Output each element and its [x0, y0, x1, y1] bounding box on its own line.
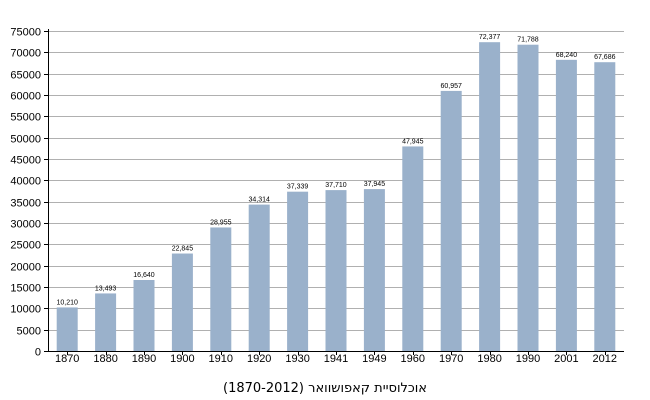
labels: 0 5000 10000 15000 20000 25000 30000 35000 40000…: [10, 27, 617, 366]
data-label: 22,845: [172, 246, 194, 253]
x-tick-label: 1960: [401, 353, 425, 365]
bar: [56, 307, 78, 351]
y-tick-label: 30000: [10, 219, 41, 231]
y-tick-label: 10000: [10, 304, 41, 316]
bar: [479, 42, 501, 351]
bar: [287, 191, 309, 351]
data-label: 47,945: [402, 138, 424, 145]
data-label: 60,957: [440, 83, 462, 90]
y-tick-label: 70000: [10, 48, 41, 60]
x-tick-label: 1980: [477, 353, 501, 365]
x-tick-label: 2012: [593, 353, 617, 365]
x-tick-label: 1941: [324, 353, 348, 365]
y-tick-label: 15000: [10, 283, 41, 295]
bar: [171, 253, 193, 351]
x-tick-label: 1890: [132, 353, 156, 365]
y-tick-label: 5000: [17, 326, 41, 338]
y-tick-label: 25000: [10, 240, 41, 252]
chart-title: אוכלוסיית קאפושוואר (1870-2012): [222, 381, 427, 396]
x-tick-label: 1970: [439, 353, 463, 365]
bar: [440, 90, 462, 351]
bar: [594, 62, 616, 352]
y-tick-label: 75000: [10, 27, 41, 39]
x-tick-label: 1949: [362, 353, 386, 365]
x-tick-label: 1870: [55, 353, 79, 365]
data-label: 71,788: [517, 37, 539, 44]
data-label: 68,240: [556, 52, 578, 59]
x-tick-label: 1900: [170, 353, 194, 365]
x-tick-label: 1990: [516, 353, 540, 365]
y-tick-label: 60000: [10, 91, 41, 103]
data-label: 10,210: [56, 299, 78, 306]
bar: [555, 59, 577, 352]
bar: [133, 280, 155, 351]
bar: [325, 190, 347, 351]
axes: [44, 29, 624, 355]
data-label: 37,945: [364, 181, 386, 188]
data-label: 28,955: [210, 219, 232, 226]
bar: [363, 189, 385, 351]
y-tick-label: 55000: [10, 112, 41, 124]
data-label: 34,314: [248, 197, 270, 204]
y-tick-label: 65000: [10, 70, 41, 82]
x-tick-label: 1910: [209, 353, 233, 365]
y-tick-label: 35000: [10, 198, 41, 210]
x-tick-label: 2001: [554, 353, 578, 365]
data-label: 37,339: [287, 184, 309, 191]
y-tick-label: 45000: [10, 155, 41, 167]
bar: [248, 204, 270, 351]
y-tick-label: 40000: [10, 176, 41, 188]
data-label: 72,377: [479, 34, 501, 41]
y-tick-label: 20000: [10, 262, 41, 274]
bar: [402, 146, 424, 351]
bar: [210, 227, 232, 351]
x-tick-label: 1930: [285, 353, 309, 365]
x-tick-label: 1920: [247, 353, 271, 365]
data-label: 16,640: [133, 272, 155, 279]
bar: [95, 293, 117, 351]
bar: [517, 44, 539, 352]
x-tick-label: 1880: [93, 353, 117, 365]
data-label: 37,710: [325, 182, 347, 189]
y-tick-label: 50000: [10, 134, 41, 146]
data-label: 67,686: [594, 54, 616, 61]
y-tick-label: 0: [35, 347, 41, 359]
data-label: 13,493: [95, 285, 117, 292]
bars: [56, 42, 616, 352]
